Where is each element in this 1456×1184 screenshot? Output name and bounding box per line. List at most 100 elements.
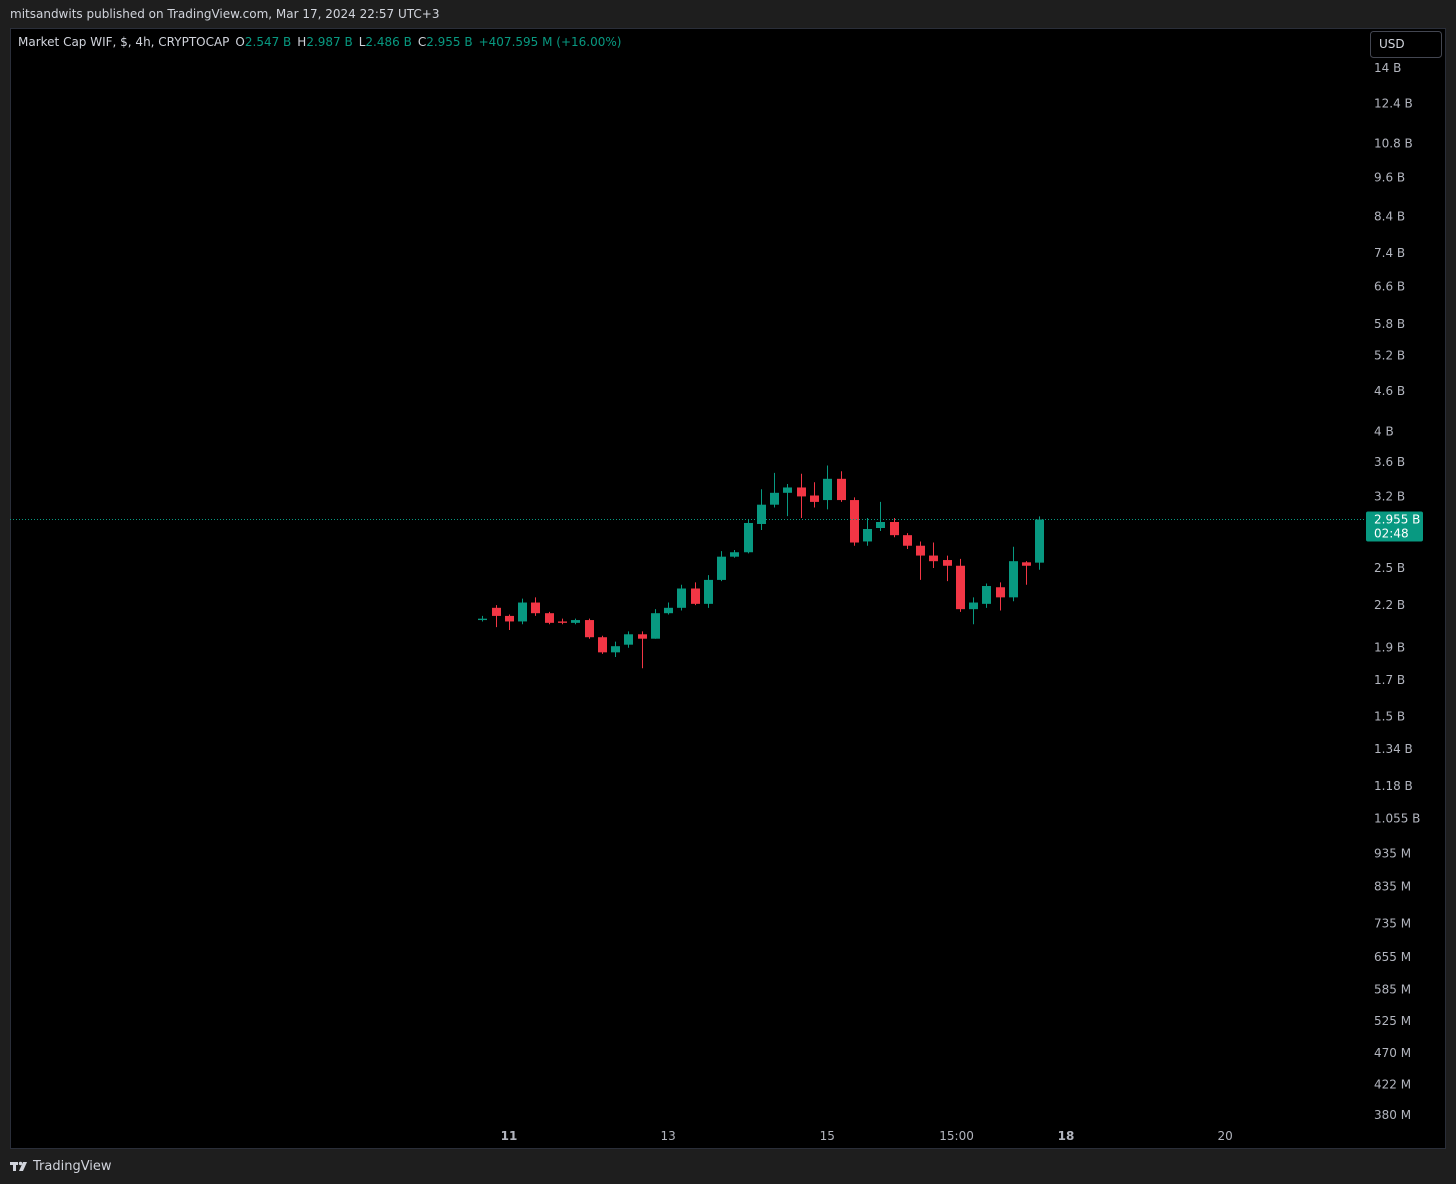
attribution: mitsandwits published on TradingView.com…: [10, 7, 440, 21]
y-tick-label: 12.4 B: [1374, 96, 1413, 110]
candle-body: [664, 607, 673, 614]
change: +407.595 M (+16.00%): [478, 35, 622, 49]
y-tick-label: 835 M: [1374, 879, 1411, 893]
ohlc-legend: O2.547 B H2.987 B L2.486 B C2.955 B: [235, 35, 478, 49]
candle-body: [478, 618, 487, 621]
candle-body: [611, 646, 620, 653]
y-tick-label: 4 B: [1374, 425, 1394, 439]
candle-body: [823, 478, 832, 501]
candle-body: [585, 620, 594, 638]
candle-body: [638, 634, 647, 639]
candle-body: [571, 620, 580, 623]
y-tick-label: 380 M: [1374, 1108, 1411, 1122]
candle-body: [850, 500, 859, 543]
last-price-label: 2.955 B: [1374, 513, 1420, 527]
y-tick-label: 8.4 B: [1374, 209, 1405, 223]
y-tick-label: 10.8 B: [1374, 136, 1413, 150]
candle-body: [624, 634, 633, 645]
y-tick-label: 585 M: [1374, 983, 1411, 997]
y-tick-label: 3.6 B: [1374, 455, 1405, 469]
candle-body: [744, 522, 753, 553]
candle-body: [770, 492, 779, 505]
logo: [10, 1161, 27, 1171]
candle-body: [717, 556, 726, 580]
candle-body: [691, 588, 700, 604]
candle-body: [783, 487, 792, 493]
candle-body: [651, 613, 660, 639]
y-tick-label: 935 M: [1374, 847, 1411, 861]
candle-body: [757, 504, 766, 524]
y-tick-label: 1.34 B: [1374, 742, 1413, 756]
y-tick-label: 735 M: [1374, 916, 1411, 930]
y-tick-label: 1.5 B: [1374, 709, 1405, 723]
candle-body: [558, 621, 567, 623]
y-tick-label: 1.7 B: [1374, 673, 1405, 687]
candle-body: [797, 487, 806, 497]
candle-body: [982, 586, 991, 604]
countdown-label: 02:48: [1374, 527, 1409, 541]
candle-body: [876, 521, 885, 529]
chart-panel: [10, 28, 1446, 1149]
y-tick-label: 5.8 B: [1374, 317, 1405, 331]
x-tick-label: 13: [660, 1129, 675, 1143]
x-tick-label: 15: [820, 1129, 835, 1143]
ohlc-value: 2.955 B: [426, 35, 473, 49]
candle-body: [677, 588, 686, 608]
y-tick-label: 655 M: [1374, 950, 1411, 964]
candle-body: [916, 545, 925, 556]
y-tick-label: 1.055 B: [1374, 811, 1420, 825]
y-tick-label: 4.6 B: [1374, 384, 1405, 398]
y-tick-label: 1.9 B: [1374, 641, 1405, 655]
candle-body: [704, 579, 713, 604]
x-tick-label: 18: [1058, 1129, 1075, 1143]
ohlc-value: 2.486 B: [365, 35, 412, 49]
y-tick-label: 422 M: [1374, 1077, 1411, 1091]
candle-body: [545, 613, 554, 623]
y-tick-label: 2.5 B: [1374, 561, 1405, 575]
candle-body: [1035, 519, 1044, 563]
candle-body: [730, 552, 739, 557]
currency-button[interactable]: [1370, 31, 1442, 58]
ohlc-key: O: [235, 35, 245, 49]
ohlc-key: L: [358, 35, 366, 49]
candle-body: [929, 555, 938, 562]
candle-body: [903, 535, 912, 546]
candle-body: [956, 565, 965, 610]
ohlc-value: 2.547 B: [244, 35, 292, 49]
y-tick-label: 14 B: [1374, 61, 1401, 75]
legend-header: Market Cap WIF, $, 4h, CRYPTOCAP O2.547 B…: [18, 35, 627, 49]
y-tick-label: 3.2 B: [1374, 489, 1405, 503]
y-tick-label: 2.2 B: [1374, 598, 1405, 612]
ohlc-key: H: [297, 35, 307, 49]
y-tick-label: 525 M: [1374, 1014, 1411, 1028]
candle-body: [531, 602, 540, 614]
currency-label[interactable]: USD: [1379, 37, 1405, 51]
y-tick-label: 9.6 B: [1374, 171, 1405, 185]
x-tick-label: 11: [501, 1129, 518, 1143]
candle-body: [492, 607, 501, 616]
candle-body: [1009, 561, 1018, 598]
candle-body: [810, 495, 819, 502]
candle-body: [996, 587, 1005, 598]
x-tick-label: 15:00: [939, 1129, 974, 1143]
candle-body: [943, 560, 952, 566]
ohlc-value: 2.987 B: [306, 35, 353, 49]
symbol-title: Market Cap WIF, $, 4h, CRYPTOCAP: [18, 35, 230, 49]
candle-body: [890, 521, 899, 536]
y-tick-label: 1.18 B: [1374, 779, 1413, 793]
candle-body: [505, 615, 514, 622]
y-tick-label: 470 M: [1374, 1046, 1411, 1060]
brand: TradingView: [33, 1159, 112, 1174]
candle-body: [598, 637, 607, 653]
x-tick-label: 20: [1218, 1129, 1233, 1143]
ohlc-key: C: [417, 35, 427, 49]
y-tick-label: 5.2 B: [1374, 348, 1405, 362]
y-tick-label: 7.4 B: [1374, 246, 1405, 260]
candle-body: [863, 529, 872, 542]
candle-body: [969, 602, 978, 610]
candle-body: [518, 602, 527, 622]
candle-body: [1022, 562, 1031, 566]
last-price-box: [1366, 511, 1423, 542]
